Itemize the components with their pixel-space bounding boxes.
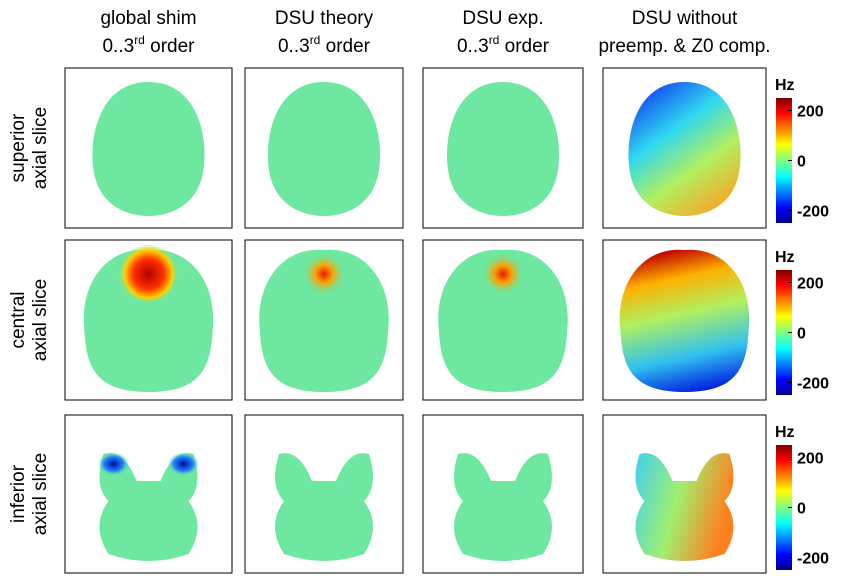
map-panel xyxy=(423,240,583,400)
map-panel xyxy=(423,415,583,573)
colorbar-tick-label: 0 xyxy=(797,154,806,171)
superscript: rd xyxy=(310,33,321,47)
hotspot xyxy=(119,244,179,304)
row-label: axial slice xyxy=(30,279,51,361)
row-label: axial slice xyxy=(30,453,51,535)
colorbar-tick-label: -200 xyxy=(797,376,829,393)
brain-slice xyxy=(447,82,559,216)
subtitle-text: 0..3 xyxy=(457,36,489,57)
colorbar-tick-label: 0 xyxy=(797,501,806,518)
colorbar-tick-label: 0 xyxy=(797,326,806,343)
colorbar-tick-label: -200 xyxy=(797,204,829,221)
figure: global shim0..3rd orderDSU theory0..3rd … xyxy=(0,0,848,576)
brain-slice xyxy=(628,82,740,216)
column-subtitle: preemp. & Z0 comp. xyxy=(598,36,770,57)
map-panel xyxy=(245,240,403,400)
colorbar-unit: Hz xyxy=(775,249,795,266)
map-panel xyxy=(65,68,232,228)
subtitle-text: 0..3 xyxy=(102,36,134,57)
row-label: central xyxy=(8,291,29,348)
map-panel xyxy=(245,68,403,228)
row-label: superior xyxy=(8,113,29,182)
column-title: DSU theory xyxy=(275,8,374,29)
brain-slice xyxy=(620,250,750,392)
hotspot xyxy=(481,252,525,296)
column-title: DSU exp. xyxy=(462,8,543,29)
superscript: rd xyxy=(134,33,145,47)
subtitle-end: order xyxy=(145,36,195,57)
column-title: DSU without xyxy=(632,8,738,29)
hotspot xyxy=(302,252,346,296)
cold-spot xyxy=(98,452,130,476)
map-panel xyxy=(65,240,232,400)
colorbar-tick-label: 200 xyxy=(797,451,824,468)
cold-spot xyxy=(168,452,200,476)
superscript: rd xyxy=(489,33,500,47)
map-panel xyxy=(603,240,766,400)
map-panel xyxy=(603,415,766,573)
colorbar-tick-label: -200 xyxy=(797,551,829,568)
map-panel xyxy=(603,68,766,228)
subtitle-text: 0..3 xyxy=(278,36,310,57)
column-title: global shim xyxy=(100,8,196,29)
subtitle-end: order xyxy=(499,36,549,57)
colorbar-tick-label: 200 xyxy=(797,276,824,293)
row-label: axial slice xyxy=(30,107,51,189)
page: global shim0..3rd orderDSU theory0..3rd … xyxy=(0,0,848,576)
row-label: inferior xyxy=(8,464,29,523)
column-subtitle: 0..3rd order xyxy=(457,33,550,57)
colorbar-tick-label: 200 xyxy=(797,104,824,121)
column-subtitle: 0..3rd order xyxy=(102,33,195,57)
colorbar-unit: Hz xyxy=(775,77,795,94)
map-panel xyxy=(423,68,583,228)
map-panel xyxy=(65,415,232,573)
subtitle-end: order xyxy=(320,36,370,57)
subtitle-text: preemp. & Z0 comp. xyxy=(598,36,770,57)
column-subtitle: 0..3rd order xyxy=(278,33,371,57)
map-panel xyxy=(245,415,403,573)
brain-slice xyxy=(92,82,204,216)
colorbar-unit: Hz xyxy=(775,424,795,441)
brain-slice xyxy=(268,82,380,216)
